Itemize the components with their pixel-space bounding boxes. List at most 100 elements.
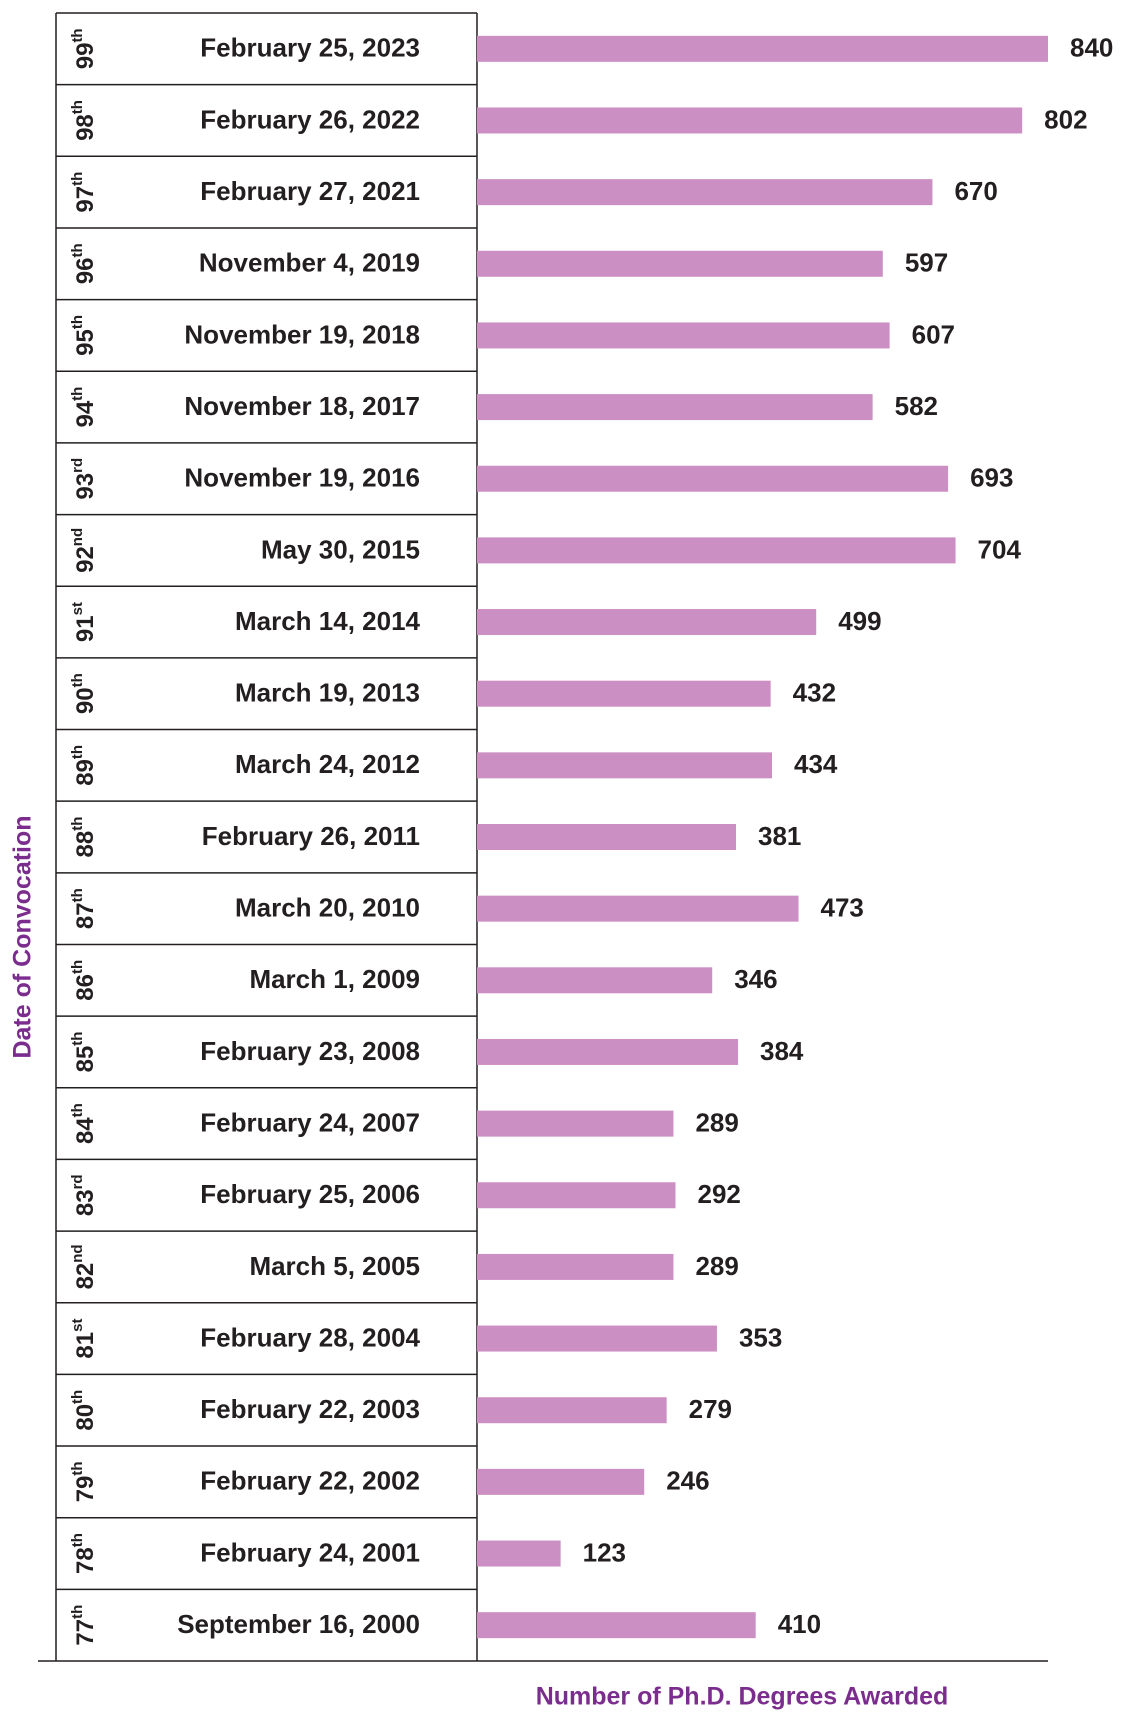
category-label: March 20, 2010 [235,893,420,923]
convocation-label: 81st [69,1319,99,1359]
data-label: 246 [666,1466,709,1496]
data-label: 289 [695,1107,738,1137]
convocation-label: 95th [69,315,99,356]
data-label: 346 [734,964,777,994]
data-label: 410 [778,1609,821,1639]
convocation-suffix: th [69,960,86,974]
convocation-suffix: th [69,745,86,759]
bar [477,35,1048,62]
convocation-suffix: rd [69,1174,86,1189]
category-label: February 25, 2023 [200,33,420,63]
category-label: November 19, 2018 [184,319,420,349]
convocation-number: 91 [72,615,99,642]
bar [477,967,713,994]
data-label: 292 [697,1179,740,1209]
x-axis-title: Number of Ph.D. Degrees Awarded [536,1683,949,1711]
convocation-number: 99 [72,43,99,70]
data-label: 473 [821,893,864,923]
convocation-label: 93rd [69,458,99,500]
convocation-number: 78 [72,1547,99,1574]
convocation-label: 78th [69,1533,99,1574]
data-label: 434 [794,749,838,779]
category-label: March 14, 2014 [235,606,421,636]
data-label: 499 [838,606,881,636]
convocation-suffix: th [69,1461,86,1475]
convocation-label: 85th [69,1032,99,1073]
convocation-suffix: th [69,673,86,687]
bar [477,322,890,349]
bar [477,824,736,850]
bar [477,1182,676,1209]
bar [477,609,817,636]
convocation-label: 92nd [69,528,99,573]
data-label: 802 [1044,104,1087,134]
convocation-number: 80 [72,1404,99,1431]
convocation-suffix: th [69,28,86,42]
convocation-label: 83rd [69,1174,99,1216]
convocation-suffix: st [69,602,86,615]
category-label: February 26, 2022 [200,104,420,134]
convocation-suffix: nd [69,528,86,546]
convocation-number: 84 [72,1117,99,1144]
convocation-label: 97th [69,172,99,213]
bar [477,179,933,206]
convocation-number: 88 [72,831,99,858]
convocation-label: 86th [69,960,99,1001]
category-label: February 25, 2006 [200,1179,420,1209]
convocation-label: 82nd [69,1244,99,1289]
data-label: 670 [954,176,997,206]
data-label: 607 [912,319,955,349]
convocation-suffix: th [69,888,86,902]
convocation-suffix: nd [69,1244,86,1262]
convocation-label: 99th [69,28,99,69]
convocation-suffix: th [69,1533,86,1547]
bar [477,537,956,564]
data-label: 279 [689,1394,732,1424]
category-label: May 30, 2015 [261,534,420,564]
category-label: November 4, 2019 [199,248,420,278]
convocation-label: 89th [69,745,99,786]
category-label: March 24, 2012 [235,749,420,779]
data-label: 384 [760,1036,804,1066]
convocation-number: 85 [72,1046,99,1073]
bar [477,1038,739,1065]
convocation-number: 93 [72,473,99,500]
data-label: 582 [895,391,938,421]
bar [477,1325,717,1352]
convocation-label: 94th [69,387,99,428]
convocation-suffix: th [69,1032,86,1046]
convocation-suffix: th [69,1605,86,1619]
convocation-number: 96 [72,258,99,285]
convocation-number: 82 [72,1263,99,1290]
y-axis-title: Date of Convocation [9,815,37,1058]
bar [477,250,883,277]
convocation-suffix: th [69,1103,86,1117]
category-label: November 18, 2017 [184,391,420,421]
category-label: February 24, 2001 [200,1537,420,1567]
category-label: November 19, 2016 [184,463,420,493]
convocation-number: 97 [72,186,99,213]
convocation-suffix: th [69,172,86,186]
bar [477,680,771,707]
convocation-label: 88th [69,817,99,858]
category-label: February 26, 2011 [202,821,420,851]
category-label: March 1, 2009 [249,964,420,994]
category-label: March 19, 2013 [235,678,420,708]
data-label: 123 [583,1537,626,1567]
convocation-suffix: th [69,817,86,831]
convocation-number: 95 [72,329,99,356]
bar [477,1540,561,1567]
category-label: September 16, 2000 [177,1609,420,1639]
convocation-number: 90 [72,687,99,714]
convocation-number: 77 [72,1619,99,1646]
convocation-number: 81 [72,1332,99,1359]
category-label: February 23, 2008 [200,1036,420,1066]
bar [477,1253,674,1280]
category-label: February 22, 2003 [200,1394,420,1424]
convocation-number: 79 [72,1476,99,1503]
bar [477,1110,674,1137]
convocation-number: 89 [72,759,99,786]
bar [477,752,773,779]
convocation-number: 92 [72,546,99,573]
data-label: 381 [758,821,801,851]
